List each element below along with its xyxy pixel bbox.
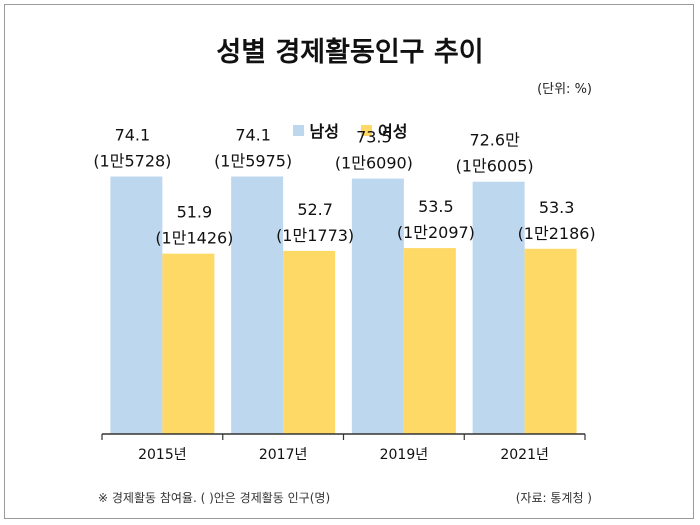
chart-title: 성별 경제활동인구 추이 [216, 37, 484, 68]
legend-item-female: 여성 [361, 118, 407, 142]
bar-male-1 [110, 176, 163, 434]
legend: 남성 여성 [0, 118, 700, 142]
x-tick-label: 2015년 [138, 447, 187, 463]
source-note: (자료: 통계청 ) [515, 491, 592, 505]
data-sublabel-male-1: (1만5728) [93, 152, 171, 171]
data-sublabel-female-3: (1만2097) [397, 223, 475, 242]
data-sublabel-male-4: (1만6005) [456, 157, 534, 176]
data-sublabel-female-1: (1만1426) [155, 229, 233, 248]
x-tick-label: 2017년 [259, 447, 308, 463]
x-tick-label: 2021년 [500, 447, 549, 463]
bar-male-3 [351, 178, 404, 434]
x-tick-label: 2019년 [380, 447, 429, 463]
legend-swatch-male [292, 124, 304, 136]
data-label-male-3: 73.5 [356, 128, 392, 147]
bar-male-2 [231, 176, 284, 434]
bar-female-1 [162, 253, 215, 434]
bar-female-2 [283, 250, 336, 434]
data-label-male-4: 72.6만 [469, 131, 520, 150]
data-sublabel-female-2: (1만1773) [276, 226, 354, 245]
data-sublabel-male-3: (1만6090) [335, 154, 413, 173]
data-label-female-4: 53.3 [539, 198, 575, 217]
data-label-female-2: 52.7 [297, 200, 333, 219]
data-label-female-3: 53.5 [418, 197, 454, 216]
legend-label-female: 여성 [378, 122, 408, 141]
bar-female-3 [403, 248, 456, 434]
unit-note: (단위: %) [537, 82, 592, 97]
data-label-male-2: 74.1 [235, 126, 271, 145]
legend-label-male: 남성 [309, 122, 339, 141]
bar-female-4 [524, 248, 577, 434]
data-sublabel-male-2: (1만5975) [214, 152, 292, 171]
footnote: ※ 경제활동 참여율. ( )안은 경제활동 인구(명) [98, 491, 331, 505]
data-sublabel-female-4: (1만2186) [518, 224, 596, 243]
data-label-female-1: 51.9 [177, 203, 213, 222]
data-label-male-1: 74.1 [115, 126, 151, 145]
bar-male-4 [472, 181, 525, 434]
legend-item-male: 남성 [292, 118, 339, 142]
legend-swatch-female [361, 124, 372, 136]
